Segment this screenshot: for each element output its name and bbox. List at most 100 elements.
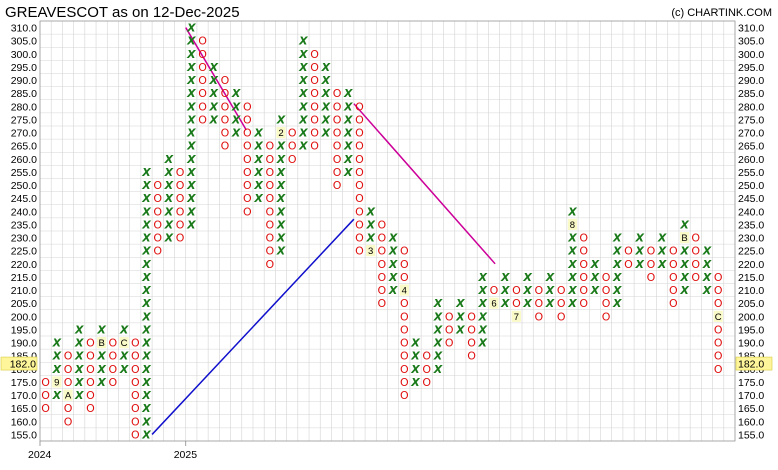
x-mark: X [253, 153, 263, 166]
o-mark: O [243, 153, 252, 166]
y-tick-label: 165.0 [11, 403, 37, 415]
x-mark: X [141, 323, 151, 336]
current-price-box-right [735, 356, 773, 371]
o-mark: O [221, 74, 230, 87]
x-mark: X [209, 87, 219, 100]
x-mark: X [164, 179, 174, 192]
o-mark: O [602, 284, 611, 297]
x-mark: X [433, 363, 443, 376]
x-mark: X [567, 297, 577, 310]
x-mark: X [186, 140, 196, 153]
o-mark: O [153, 232, 162, 245]
o-mark: O [422, 376, 431, 389]
x-mark: X [545, 284, 555, 297]
x-mark: X [74, 323, 84, 336]
y-tick-label: 295.0 [738, 62, 764, 74]
o-mark: O [534, 284, 543, 297]
y-tick-label: 275.0 [738, 114, 764, 126]
o-mark: O [131, 350, 140, 363]
y-tick-label: 160.0 [738, 416, 764, 428]
x-mark: X [253, 166, 263, 179]
month-marker: 2 [278, 128, 283, 139]
o-mark: O [467, 350, 476, 363]
o-mark: O [243, 100, 252, 113]
x-mark: X [365, 218, 375, 231]
o-mark: O [624, 258, 633, 271]
o-mark: O [400, 323, 409, 336]
o-mark: O [445, 310, 454, 323]
month-marker-bg [97, 337, 107, 349]
y-tick-label: 275.0 [11, 114, 37, 126]
x-mark: X [141, 337, 151, 350]
x-mark: X [74, 376, 84, 389]
x-mark: X [74, 389, 84, 402]
x-mark: X [657, 232, 667, 245]
o-mark: O [378, 232, 387, 245]
o-mark: O [86, 363, 95, 376]
x-mark: X [298, 113, 308, 126]
o-mark: O [355, 192, 364, 205]
o-mark: O [198, 35, 207, 48]
x-mark: X [500, 297, 510, 310]
o-mark: O [557, 297, 566, 310]
o-mark: O [602, 271, 611, 284]
x-mark: X [478, 297, 488, 310]
o-mark: O [333, 140, 342, 153]
x-mark: X [388, 258, 398, 271]
o-mark: O [198, 48, 207, 61]
x-mark: X [478, 271, 488, 284]
y-tick-label: 295.0 [11, 62, 37, 74]
month-marker-bg [399, 284, 409, 296]
o-mark: O [153, 245, 162, 258]
x-mark: X [567, 232, 577, 245]
x-mark: X [567, 271, 577, 284]
x-mark: X [634, 258, 644, 271]
o-mark: O [41, 402, 50, 415]
o-mark: O [265, 179, 274, 192]
x-mark: X [365, 205, 375, 218]
x-mark: X [343, 87, 353, 100]
x-mark: X [141, 258, 151, 271]
x-mark: X [657, 258, 667, 271]
trendline [185, 27, 247, 131]
o-mark: O [647, 245, 656, 258]
o-mark: O [579, 271, 588, 284]
o-mark: O [714, 363, 723, 376]
o-mark: O [64, 363, 73, 376]
x-tick-label: 2025 [174, 449, 198, 461]
x-mark: X [321, 74, 331, 87]
x-mark: X [612, 258, 622, 271]
x-mark: X [186, 74, 196, 87]
x-mark: X [321, 127, 331, 140]
x-mark: X [321, 87, 331, 100]
y-tick-label: 195.0 [11, 324, 37, 336]
chart-credit: (c) CHARTINK.COM [671, 7, 772, 19]
x-mark: X [410, 363, 420, 376]
month-marker: 8 [570, 220, 575, 231]
x-mark: X [141, 297, 151, 310]
x-mark: X [276, 245, 286, 258]
x-tick-label: 2024 [28, 449, 52, 461]
o-mark: O [647, 258, 656, 271]
month-markers: 9A B C 2 3 4 6 7 8 B C [52, 127, 723, 402]
x-mark: X [141, 363, 151, 376]
o-mark: O [422, 350, 431, 363]
y-tick-label: 155.0 [11, 429, 37, 441]
x-mark: X [567, 205, 577, 218]
y-tick-label: 215.0 [11, 272, 37, 284]
x-mark: X [590, 284, 600, 297]
x-mark: X [141, 415, 151, 428]
x-mark: X [298, 140, 308, 153]
o-mark: O [131, 389, 140, 402]
chart-grid [39, 20, 736, 442]
o-mark: O [355, 205, 364, 218]
x-mark: X [186, 153, 196, 166]
y-tick-label: 230.0 [738, 233, 764, 245]
x-mark: X [634, 245, 644, 258]
x-mark: X [52, 389, 62, 402]
x-mark: X [96, 323, 106, 336]
o-mark: O [378, 258, 387, 271]
y-tick-label: 250.0 [738, 180, 764, 192]
o-mark: O [265, 192, 274, 205]
y-tick-label: 255.0 [738, 167, 764, 179]
